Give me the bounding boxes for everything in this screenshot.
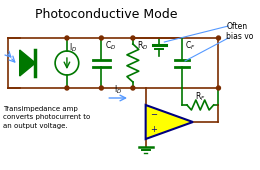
Circle shape: [131, 36, 135, 40]
Circle shape: [65, 36, 69, 40]
Text: Photoconductive Mode: Photoconductive Mode: [35, 8, 178, 21]
Polygon shape: [20, 50, 35, 76]
Text: C$_D$: C$_D$: [105, 40, 116, 53]
Circle shape: [99, 36, 103, 40]
Circle shape: [217, 36, 220, 40]
Text: +: +: [151, 124, 158, 133]
Text: Transimpedance amp
converts photocurrent to
an output voltage.: Transimpedance amp converts photocurrent…: [3, 106, 90, 129]
Circle shape: [65, 86, 69, 90]
Polygon shape: [146, 105, 193, 139]
Text: I$_D$: I$_D$: [114, 83, 122, 96]
Text: C$_F$: C$_F$: [185, 40, 196, 53]
Text: Often
bias vo: Often bias vo: [226, 22, 254, 41]
Text: R$_F$: R$_F$: [195, 90, 206, 103]
Text: −: −: [151, 110, 158, 120]
Circle shape: [99, 86, 103, 90]
Text: I$_D$: I$_D$: [69, 42, 77, 55]
Text: R$_D$: R$_D$: [137, 40, 148, 53]
Circle shape: [131, 86, 135, 90]
Circle shape: [217, 86, 220, 90]
